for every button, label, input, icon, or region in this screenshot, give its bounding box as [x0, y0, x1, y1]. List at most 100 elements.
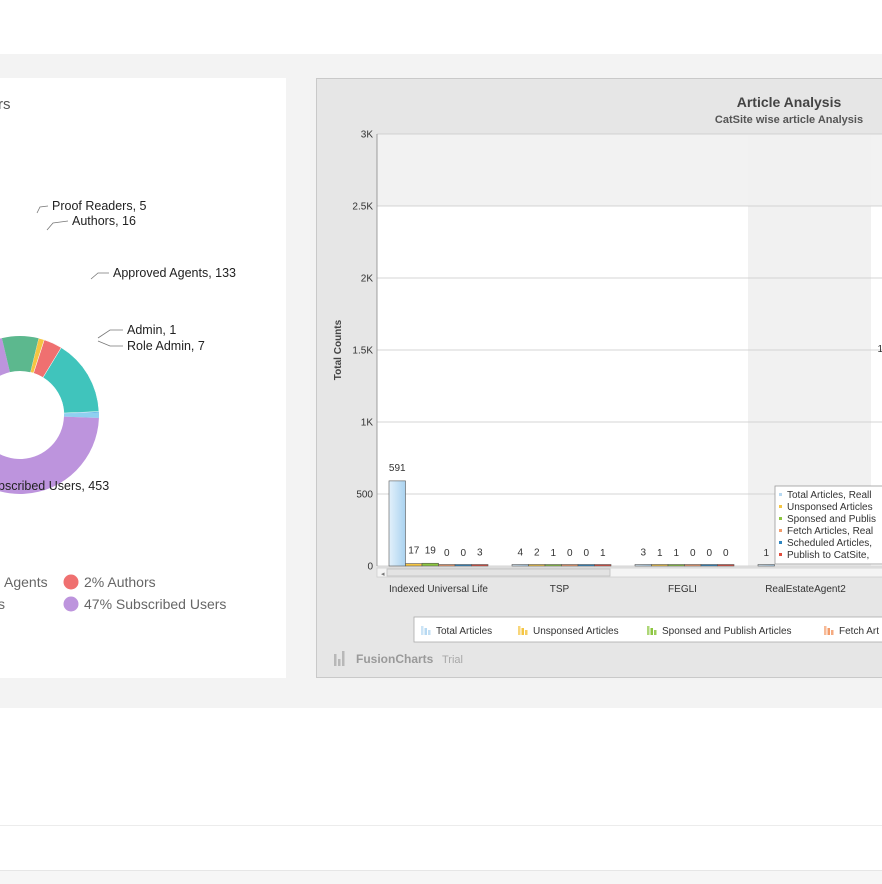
x-category-label: RealEstateAgent2	[765, 584, 846, 595]
legend-item-total-articles[interactable]: Total Articles	[421, 626, 492, 637]
legend-icon	[424, 628, 427, 635]
legend-item-sponsed-and-publish-articles[interactable]: Sponsed and Publish Articles	[647, 626, 792, 637]
data-label: 19	[425, 545, 437, 556]
legend-icon	[647, 626, 650, 635]
inner-legend-label: Total Articles, Reall	[787, 490, 871, 501]
data-label: 1	[657, 548, 663, 559]
slice-label-admin: Admin, 1	[127, 323, 176, 337]
bar-indexed-universal-life-fetch-articles[interactable]	[438, 564, 456, 567]
data-label: 1	[600, 548, 606, 559]
bar-fegli-sponsed-and-publish-articles[interactable]	[667, 564, 685, 567]
data-label-edge: 1	[877, 344, 882, 355]
bar-indexed-universal-life-total-articles[interactable]	[388, 480, 406, 567]
legend-item-unsponsed-articles[interactable]: Unsponsed Articles	[518, 626, 619, 637]
bar-tsp-fetch-articles[interactable]	[561, 564, 579, 567]
data-label: 591	[389, 463, 406, 474]
x-category-label: Indexed Universal Life	[389, 584, 488, 595]
fusioncharts-logo-icon	[334, 651, 345, 666]
watermark-suffix: Trial	[442, 654, 463, 666]
slice-authors[interactable]	[33, 339, 62, 378]
bar-fegli-total-articles[interactable]	[634, 564, 652, 567]
slice-role-admin[interactable]	[63, 412, 99, 419]
slice-label-authors: Authors, 16	[72, 214, 136, 228]
data-label: 0	[460, 548, 466, 559]
data-label: 1	[550, 548, 556, 559]
legend-icon	[831, 630, 834, 635]
leader-admin	[97, 329, 123, 339]
divider	[0, 825, 882, 826]
legend-icon	[824, 626, 827, 635]
legend-label: Total Articles	[436, 626, 492, 637]
legend-item-47-subscribed-users[interactable]: 47% Subscribed Users	[63, 596, 227, 612]
legend-item-2-authors[interactable]: 2% Authors	[63, 574, 156, 590]
y-tick-label: 3K	[361, 130, 374, 141]
bar-tsp-publish-to-catsite[interactable]	[594, 564, 612, 567]
data-label: 3	[477, 548, 483, 559]
bar-fegli-scheduled-articles[interactable]	[700, 564, 718, 567]
data-label: 0	[706, 548, 712, 559]
legend-swatch	[63, 574, 79, 590]
data-label: 3	[640, 548, 646, 559]
bar-fegli-fetch-articles[interactable]	[684, 564, 702, 567]
footer-strip	[0, 870, 882, 884]
bar-indexed-universal-life-scheduled-articles[interactable]	[454, 564, 472, 567]
y-tick-label: 2.5K	[352, 202, 373, 213]
horizontal-scrollbar[interactable]: ◂	[376, 567, 882, 578]
scroll-left-arrow-icon[interactable]: ◂	[381, 571, 385, 578]
legend-item-2[interactable]: s	[0, 596, 5, 612]
bar-realestateagent2-total-articles[interactable]	[757, 564, 775, 567]
bar-fegli-unsponsed-articles[interactable]	[651, 564, 669, 567]
bar-indexed-universal-life-unsponsed-articles[interactable]	[405, 563, 423, 567]
chart-subtitle: CatSite wise article Analysis	[715, 114, 863, 126]
bottom-legend: Total Articles Unsponsed Articles Sponsed …	[413, 616, 882, 643]
data-label: 2	[534, 548, 540, 559]
data-label: 1	[673, 548, 679, 559]
slice-label-proof-readers: Proof Readers, 5	[52, 199, 147, 213]
y-axis-label: Total Counts	[333, 319, 344, 380]
leader-authors	[46, 220, 69, 231]
inner-legend-label: Scheduled Articles,	[787, 538, 872, 549]
data-label: 1	[763, 548, 769, 559]
inner-legend-label: Publish to CatSite,	[787, 550, 869, 561]
data-label: 4	[517, 547, 523, 558]
pie-title-fragment: rs	[0, 96, 11, 113]
watermark-text: FusionCharts	[356, 652, 434, 666]
user-distribution-panel: rs bscribed Users, 453 Approved Agents, 1…	[0, 78, 286, 678]
chart-title: Article Analysis	[737, 94, 842, 110]
bar-fegli-publish-to-catsite[interactable]	[717, 564, 735, 567]
user-doughnut-chart: rs bscribed Users, 453 Approved Agents, 1…	[0, 96, 236, 612]
legend-icon	[525, 630, 528, 635]
article-analysis-panel: Article Analysis CatSite wise article An…	[316, 78, 882, 678]
slice-proof-readers[interactable]	[30, 337, 45, 374]
legend-icon	[518, 626, 521, 635]
x-category-label: TSP	[550, 584, 570, 595]
inner-legend-swatch	[779, 553, 782, 556]
bar-tsp-total-articles[interactable]	[511, 564, 529, 567]
y-tick-label: 500	[356, 490, 373, 501]
slice-subscribed-users[interactable]	[0, 338, 99, 494]
slice-approved-agents[interactable]	[42, 347, 100, 414]
legend-label: Unsponsed Articles	[533, 626, 619, 637]
slice-label-approved-agents: Approved Agents, 133	[113, 266, 236, 280]
legend-icon	[654, 630, 657, 635]
legend-item-0[interactable]: Agents	[4, 574, 48, 590]
y-tick-label: 2K	[361, 274, 374, 285]
legend-item-fetch-art[interactable]: Fetch Art	[824, 626, 879, 637]
legend-icon	[650, 628, 653, 635]
legend-icon	[521, 628, 524, 635]
legend-label: Sponsed and Publish Articles	[662, 626, 792, 637]
slice-label-subscribed-users: bscribed Users, 453	[0, 479, 109, 493]
x-category-label: FEGLI	[668, 584, 697, 595]
legend-swatch	[63, 596, 79, 612]
bar-indexed-universal-life-publish-to-catsite[interactable]	[471, 564, 489, 567]
bar-indexed-universal-life-sponsed-and-publish-articles[interactable]	[421, 562, 439, 567]
bar-tsp-unsponsed-articles[interactable]	[528, 564, 546, 567]
data-label: 0	[567, 548, 573, 559]
slice-label-role-admin: Role Admin, 7	[127, 339, 205, 353]
legend-icon	[428, 630, 431, 635]
scrollbar-thumb[interactable]	[386, 568, 611, 577]
bar-tsp-scheduled-articles[interactable]	[577, 564, 595, 567]
bar-tsp-sponsed-and-publish-articles[interactable]	[544, 564, 562, 567]
data-label: 0	[723, 548, 729, 559]
slice-other[interactable]	[1, 336, 39, 373]
